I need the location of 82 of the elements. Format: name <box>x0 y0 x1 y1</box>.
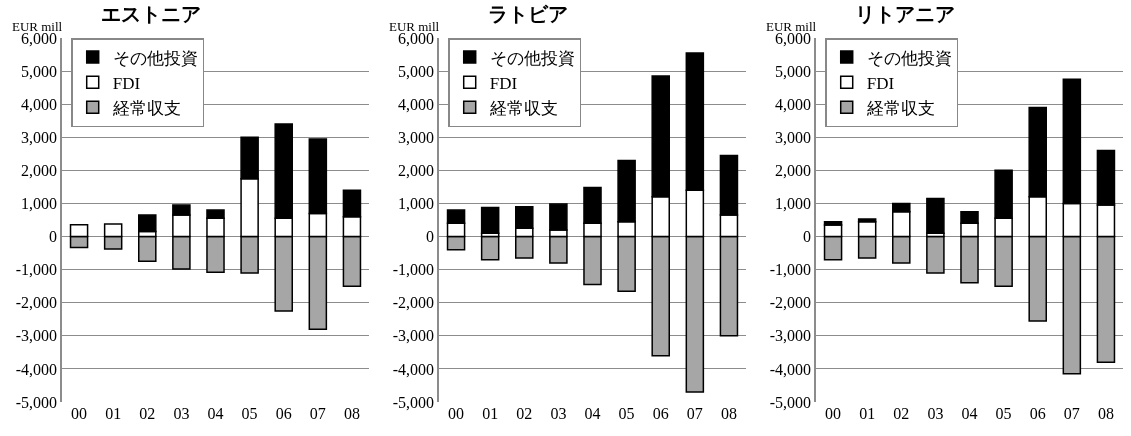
x-tick-label: 07 <box>309 405 326 422</box>
bar <box>480 235 500 261</box>
y-tick-label: 3,000 <box>398 128 435 146</box>
x-tick-label: 01 <box>105 405 122 422</box>
chart-title: エストニア <box>100 1 201 26</box>
x-tick-label: 00 <box>448 405 465 422</box>
y-tick-label: 4,000 <box>398 95 435 113</box>
y-tick-label: 4,000 <box>21 95 58 113</box>
x-tick-label: 06 <box>652 405 669 422</box>
x-tick-label: 04 <box>584 405 601 422</box>
y-tick-label: -2,000 <box>392 294 435 312</box>
x-tick-label: 05 <box>241 405 258 422</box>
y-tick-label: 0 <box>803 228 812 246</box>
chart-title: ラトビア <box>487 1 568 26</box>
y-tick-label: -1,000 <box>15 261 58 279</box>
y-tick-label: 0 <box>426 228 435 246</box>
legend-label: 経常収支 <box>488 98 558 118</box>
y-tick-label: 2,000 <box>398 161 435 179</box>
y-tick-label: -4,000 <box>15 360 58 378</box>
y-axis-title: EUR mill <box>12 19 63 34</box>
y-tick-label: -3,000 <box>15 327 58 345</box>
x-tick-label: 03 <box>927 405 944 422</box>
y-tick-label: 2,000 <box>775 161 812 179</box>
y-tick-label: -3,000 <box>769 327 812 345</box>
x-tick-label: 05 <box>618 405 635 422</box>
legend-label: その他投資 <box>112 48 198 68</box>
legend-label: FDI <box>489 73 518 93</box>
x-tick-label: 03 <box>173 405 190 422</box>
x-tick-label: 01 <box>859 405 876 422</box>
y-tick-label: 4,000 <box>775 95 812 113</box>
x-tick-label: 02 <box>139 405 156 422</box>
legend-label: その他投資 <box>489 48 575 68</box>
bar <box>926 235 945 274</box>
y-tick-label: -5,000 <box>392 393 435 411</box>
y-tick-label: -4,000 <box>769 360 812 378</box>
y-tick-label: 5,000 <box>21 62 58 80</box>
y-tick-label: 2,000 <box>21 161 58 179</box>
y-tick-label: 1,000 <box>398 195 435 213</box>
x-tick-label: 05 <box>995 405 1012 422</box>
x-tick-label: 08 <box>720 405 737 422</box>
y-tick-label: -1,000 <box>392 261 435 279</box>
y-tick-label: -5,000 <box>15 393 58 411</box>
legend-label: 経常収支 <box>865 98 935 118</box>
x-tick-label: 01 <box>482 405 499 422</box>
y-tick-label: -1,000 <box>769 261 812 279</box>
y-tick-label: -2,000 <box>769 294 812 312</box>
x-tick-label: 04 <box>961 405 978 422</box>
x-tick-label: 03 <box>550 405 567 422</box>
legend-label: その他投資 <box>866 48 952 68</box>
chart-title: リトアニア <box>854 1 955 26</box>
x-tick-label: 06 <box>275 405 292 422</box>
legend-label: FDI <box>112 73 141 93</box>
bar <box>480 206 500 234</box>
y-tick-label: 3,000 <box>21 128 58 146</box>
bar <box>549 235 568 264</box>
x-tick-label: 08 <box>1097 405 1114 422</box>
y-tick-label: 0 <box>49 228 58 246</box>
y-tick-label: 1,000 <box>21 195 58 213</box>
y-tick-label: 3,000 <box>775 128 812 146</box>
x-tick-label: 02 <box>893 405 910 422</box>
bar <box>138 235 157 263</box>
x-tick-label: 07 <box>686 405 703 422</box>
bar <box>138 214 157 233</box>
y-tick-label: -2,000 <box>15 294 58 312</box>
x-tick-label: 02 <box>516 405 533 422</box>
x-tick-label: 06 <box>1029 405 1046 422</box>
y-axis-title: EUR mill <box>766 19 817 34</box>
y-tick-label: -5,000 <box>769 393 812 411</box>
legend-label: FDI <box>866 73 895 93</box>
x-tick-label: 08 <box>343 405 360 422</box>
x-tick-label: 00 <box>71 405 88 422</box>
x-tick-label: 00 <box>825 405 842 422</box>
y-tick-label: 5,000 <box>775 62 812 80</box>
legend-label: 経常収支 <box>111 98 181 118</box>
y-tick-label: -4,000 <box>392 360 435 378</box>
x-tick-label: 04 <box>207 405 224 422</box>
y-tick-label: 1,000 <box>775 195 812 213</box>
y-tick-label: -3,000 <box>392 327 435 345</box>
x-tick-label: 07 <box>1063 405 1080 422</box>
y-tick-label: 5,000 <box>398 62 435 80</box>
bar <box>926 197 945 234</box>
y-axis-title: EUR mill <box>389 19 440 34</box>
